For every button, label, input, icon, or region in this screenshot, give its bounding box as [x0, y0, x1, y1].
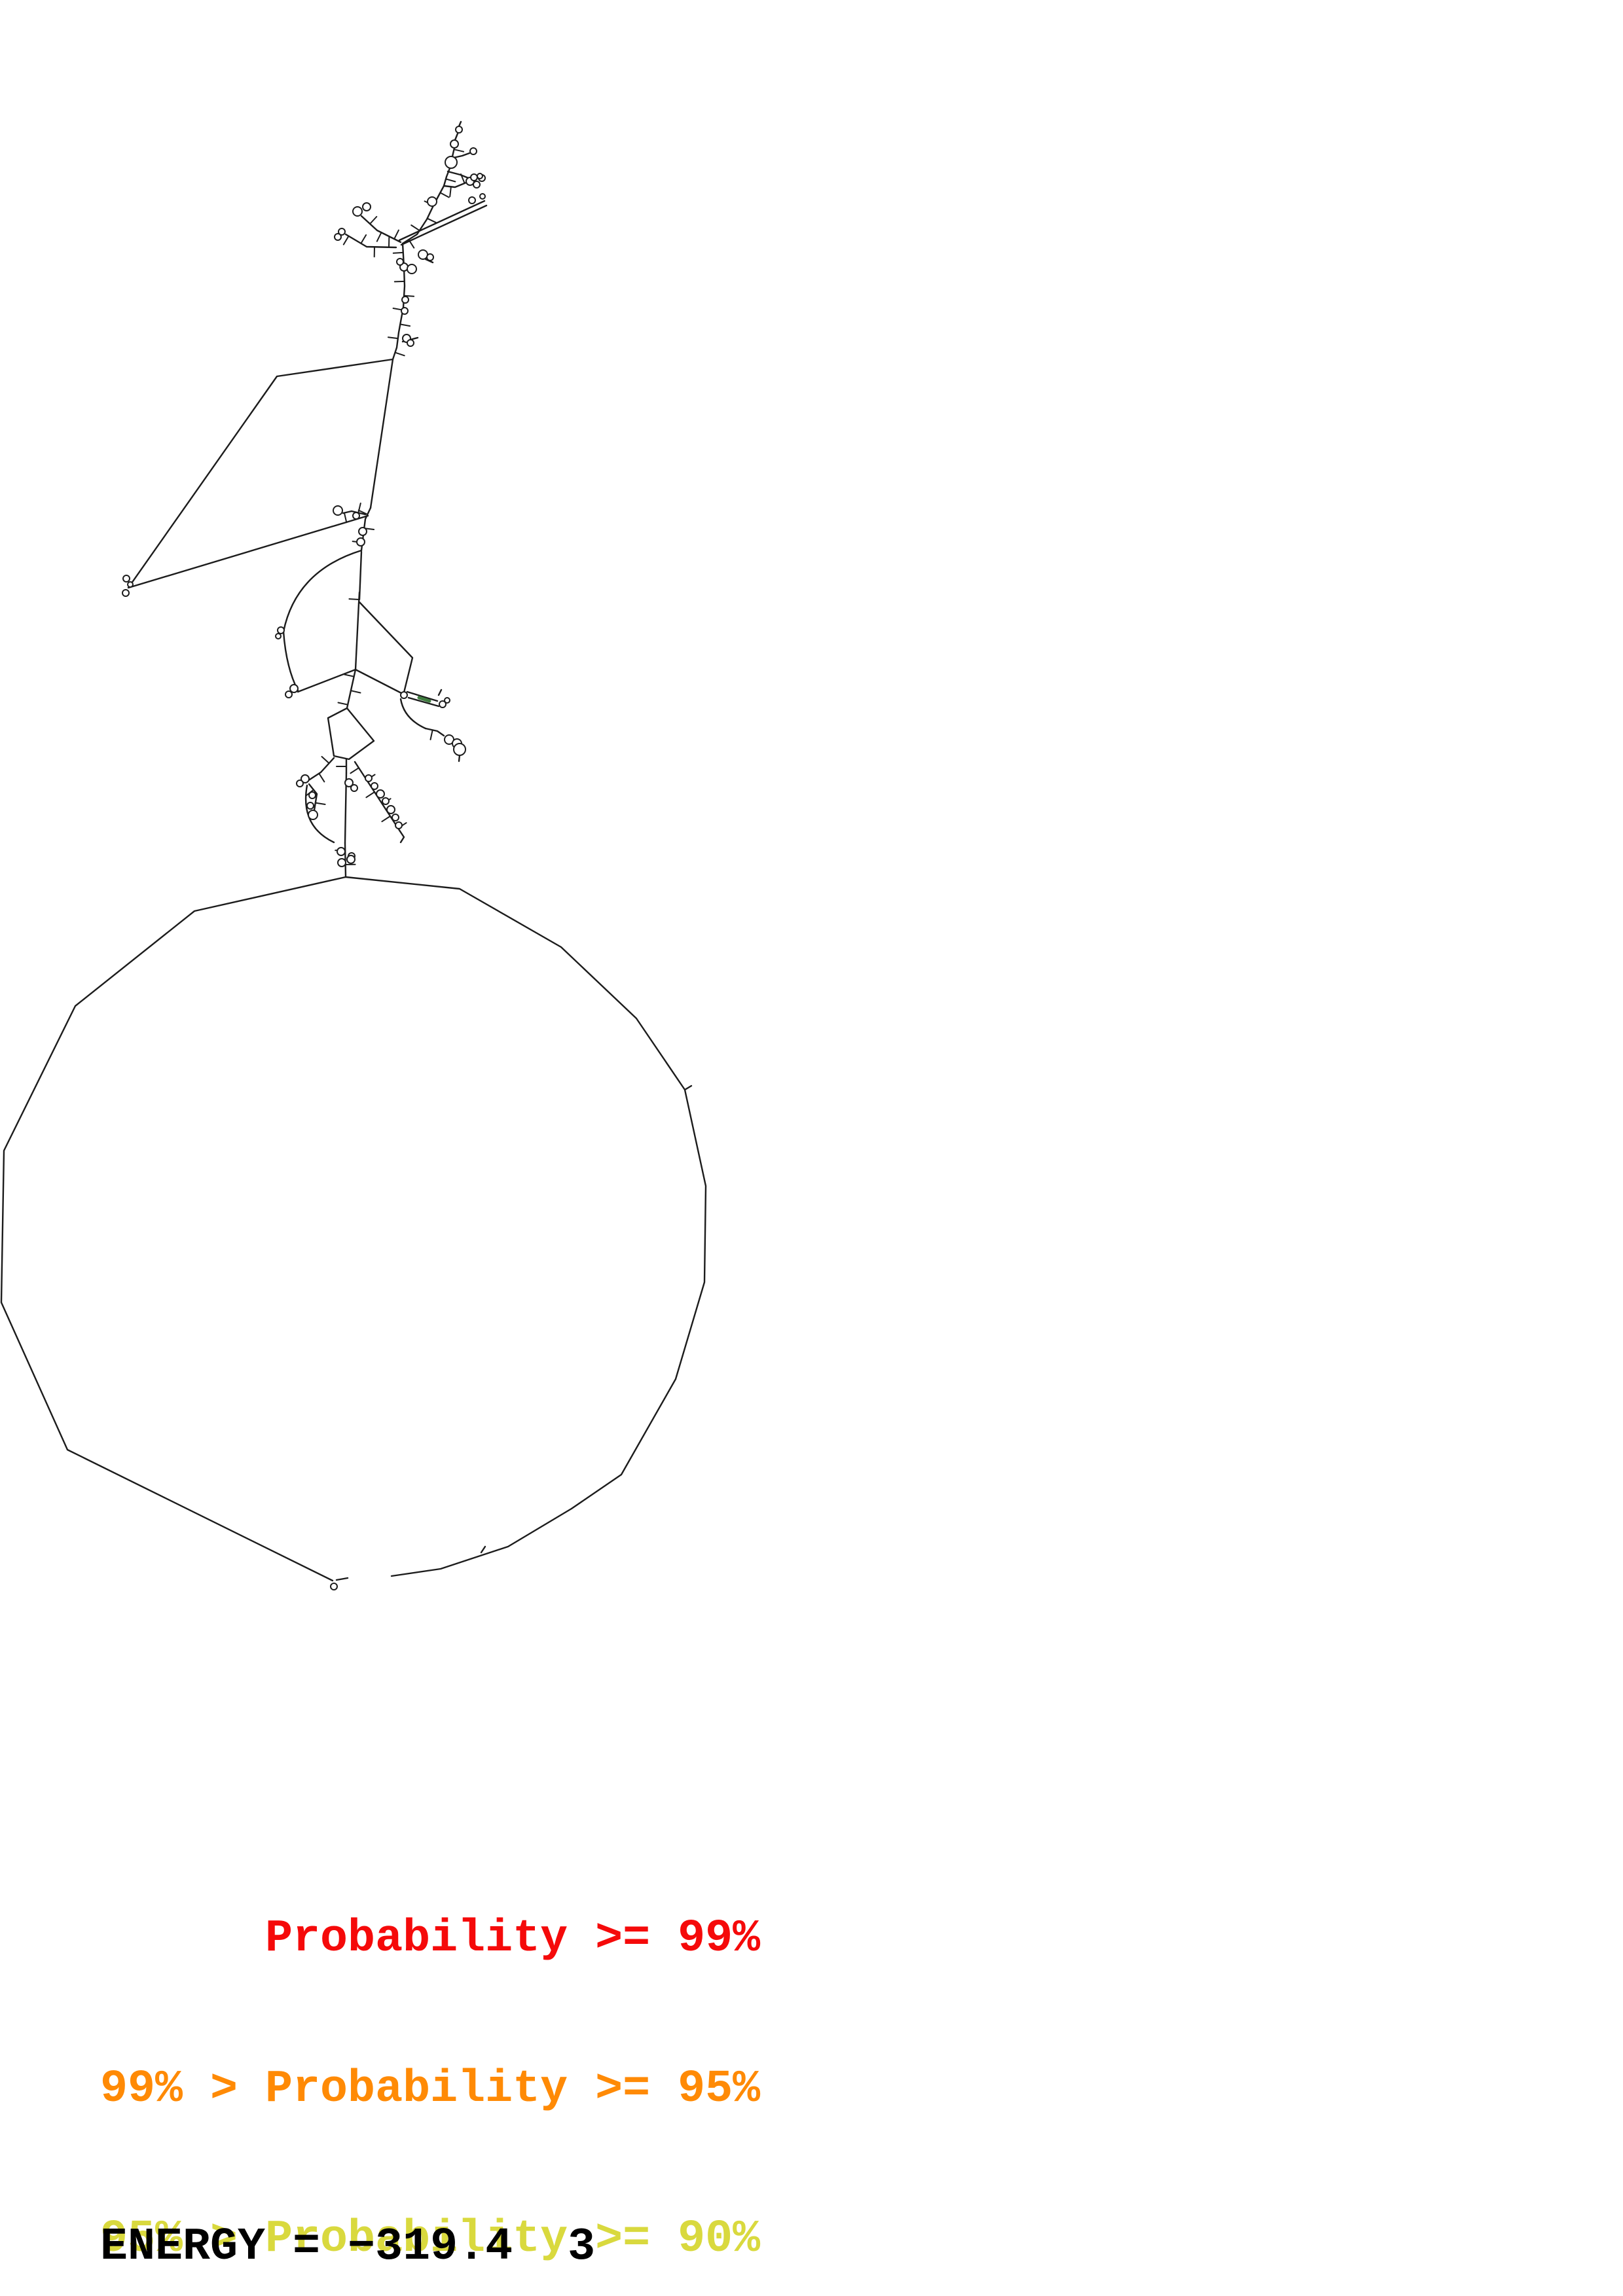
structure-lines	[0, 120, 707, 1582]
probability-legend: Probability >= 99% 99% > Probability >= …	[100, 1814, 760, 2296]
legend-line-99: Probability >= 99%	[100, 1913, 761, 1965]
energy-label: ENERGY = −319.4 3	[100, 2221, 596, 2273]
legend-line-90: 95% > Probability >= 90%	[100, 2214, 761, 2265]
structure-loop-circles	[122, 126, 486, 1590]
legend-line-95: 99% > Probability >= 95%	[100, 2063, 761, 2115]
structure-ticks	[305, 149, 465, 865]
